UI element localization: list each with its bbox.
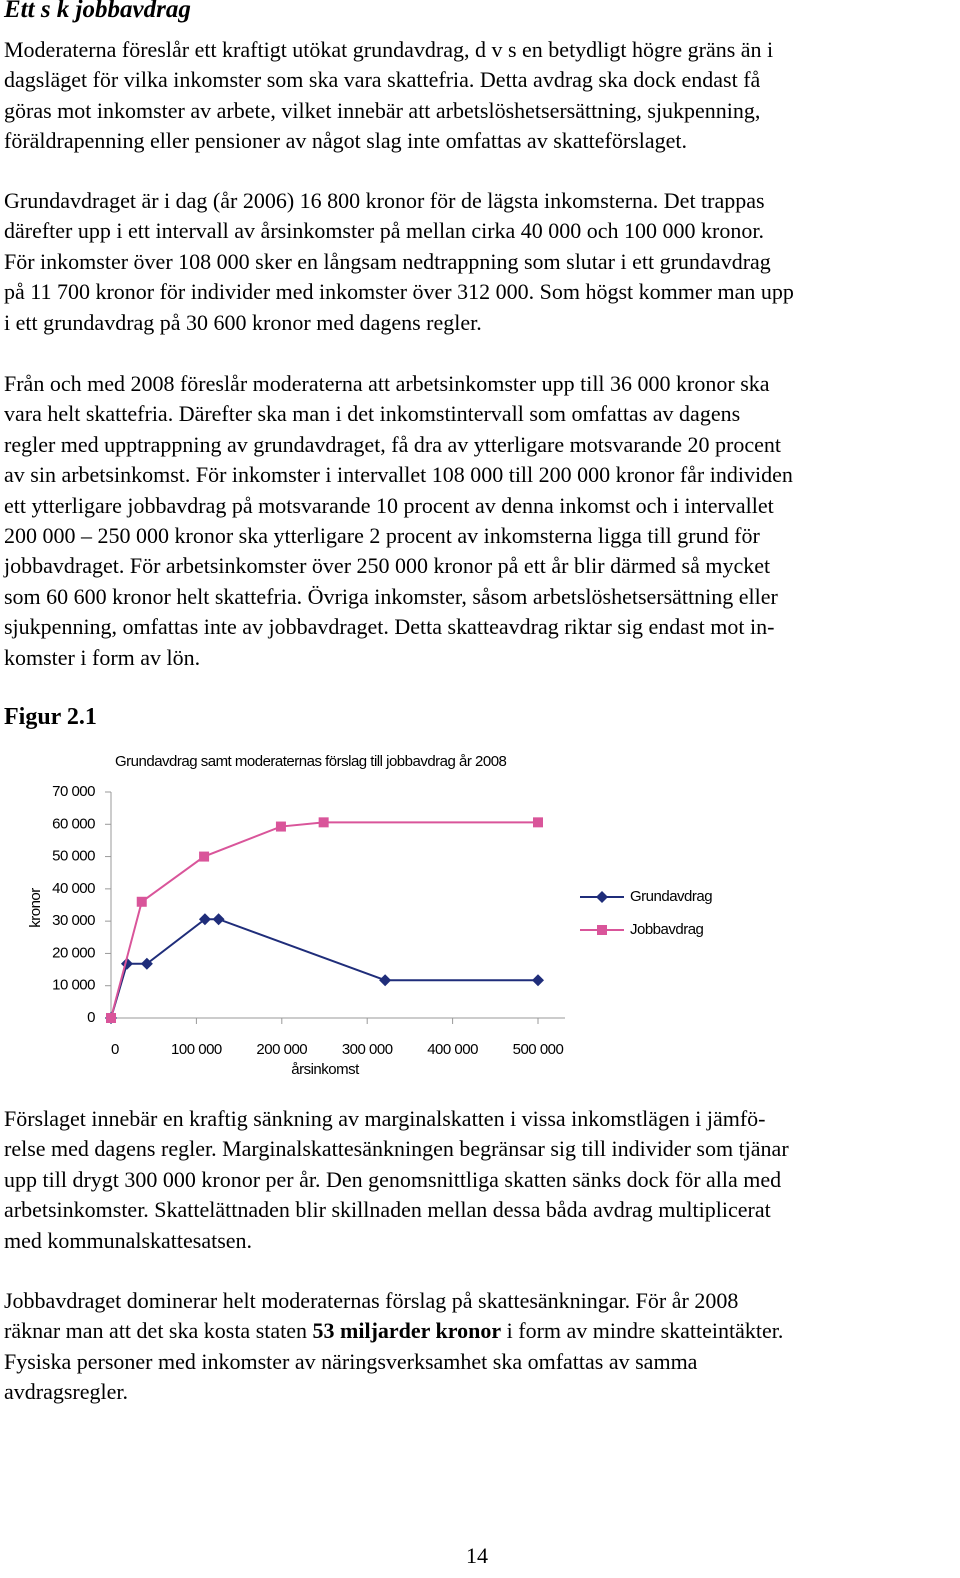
y-tick-label: 30 000 [52, 912, 95, 929]
text-line: föräldrapenning eller pensioner av något… [4, 128, 687, 154]
x-tick-label: 100 000 [171, 1041, 222, 1058]
text-line: relse med dagens regler. Marginalskattes… [4, 1136, 789, 1162]
page-number: 14 [466, 1543, 488, 1568]
chart: Grundavdrag samt moderaternas förslag ti… [27, 753, 713, 1078]
text-line: Jobbavdraget dominerar helt moderaternas… [4, 1288, 739, 1313]
x-tick-label: 200 000 [256, 1041, 307, 1058]
marker [532, 974, 544, 987]
marker [106, 1013, 116, 1023]
marker [596, 891, 608, 903]
marker [379, 974, 392, 987]
text-line: ett ytterligare jobbavdrag på motsvarand… [4, 492, 774, 518]
text-line: med kommunalskattesatsen. [4, 1227, 253, 1253]
y-tick-label: 0 [87, 1009, 95, 1026]
bold-text: 53 miljarder kronor [312, 1318, 502, 1344]
marker [140, 957, 153, 970]
text-line: jobbavdraget. För arbetsinkomster över 2… [4, 553, 771, 579]
marker [318, 817, 329, 828]
text-line: göras mot inkomster av arbete, vilket in… [4, 97, 761, 123]
marker [597, 925, 607, 935]
legend-label: Jobbavdrag [630, 921, 704, 938]
marker [136, 896, 147, 907]
series-line [110, 821, 538, 1019]
x-tick-label: 500 000 [513, 1041, 564, 1058]
x-tick-label: 0 [111, 1041, 119, 1058]
y-tick-label: 60 000 [52, 815, 95, 832]
x-axis-label: årsinkomst [291, 1061, 360, 1078]
chart-title: Grundavdrag samt moderaternas förslag ti… [115, 753, 507, 770]
marker [198, 913, 211, 926]
text-line: räknar man att det ska kosta staten 53 m… [4, 1316, 783, 1346]
y-tick-label: 40 000 [52, 880, 95, 897]
text: i form av mindre skatteintäkter. [501, 1318, 784, 1344]
text: räknar man att det ska kosta staten [4, 1318, 313, 1344]
text-line: För inkomster över 108 000 sker en långs… [4, 248, 771, 274]
text-line: komster i form av lön. [4, 644, 201, 670]
text-line: dagsläget för vilka inkomster som ska va… [4, 67, 761, 93]
text-line: vara helt skattefria. Därefter ska man i… [4, 401, 741, 427]
text-line: av sin arbetsinkomst. För inkomster i in… [4, 462, 793, 488]
marker [275, 821, 286, 832]
text-line: därefter upp i ett intervall av årsinkom… [4, 218, 764, 244]
text-line: i ett grundavdrag på 30 600 kronor med d… [4, 309, 482, 335]
text-line: på 11 700 kronor för individer med inkom… [4, 279, 794, 305]
marker [533, 817, 543, 828]
text-line: sjukpenning, omfattas inte av jobbavdrag… [4, 614, 775, 640]
marker [212, 913, 225, 926]
y-tick-label: 70 000 [52, 783, 95, 800]
text-line: Förslaget innebär en kraftig sänkning av… [4, 1106, 766, 1131]
x-tick-label: 400 000 [427, 1041, 478, 1058]
x-tick-label: 300 000 [342, 1041, 393, 1058]
marker [120, 957, 133, 970]
text-line: avdragsregler. [4, 1379, 128, 1405]
y-tick-label: 20 000 [52, 944, 95, 961]
text-line: Moderaterna föreslår ett kraftigt utökat… [4, 37, 774, 62]
marker [199, 851, 210, 862]
text-line: Grundavdraget är i dag (år 2006) 16 800 … [4, 188, 765, 213]
legend-label: Grundavdrag [630, 888, 712, 905]
series-line [110, 918, 538, 1019]
figure-label: Figur 2.1 [4, 704, 97, 730]
y-tick-label: 50 000 [52, 848, 95, 865]
y-axis-label: kronor [27, 888, 44, 928]
heading: Ett s k jobbavdrag [4, 0, 191, 23]
text-line: upp till drygt 300 000 kronor per år. De… [4, 1166, 782, 1192]
text-line: regler med upptrappning av grundavdraget… [4, 431, 782, 457]
text-line: Från och med 2008 föreslår moderaterna a… [4, 371, 770, 396]
text-line: Fysiska personer med inkomster av näring… [4, 1348, 698, 1374]
text-line: 200 000 – 250 000 kronor ska ytterligare… [4, 523, 760, 548]
y-tick-label: 10 000 [52, 977, 95, 994]
text-line: arbetsinkomster. Skattelättnaden blir sk… [4, 1197, 771, 1223]
text-line: som 60 600 kronor helt skattefria. Övrig… [4, 583, 778, 609]
